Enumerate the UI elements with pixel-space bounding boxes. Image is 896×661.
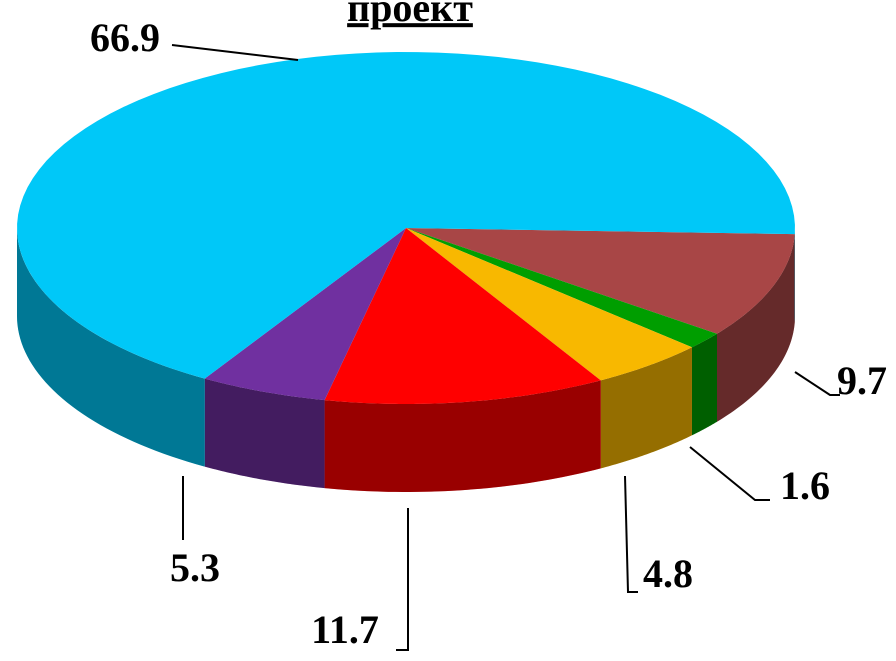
data-label: 4.8 <box>643 551 693 596</box>
leader-line <box>795 372 840 395</box>
leader-line <box>690 447 770 500</box>
data-label: 1.6 <box>780 463 830 508</box>
data-label: 5.3 <box>170 545 220 590</box>
data-label: 11.7 <box>311 607 379 652</box>
leader-line <box>396 508 408 650</box>
data-label: 66.9 <box>90 15 160 60</box>
data-label: 9.7 <box>837 358 887 403</box>
leader-line <box>172 45 298 60</box>
slice-side-shade <box>692 334 717 436</box>
chart-title: проект <box>347 0 473 30</box>
leader-line <box>625 476 638 592</box>
